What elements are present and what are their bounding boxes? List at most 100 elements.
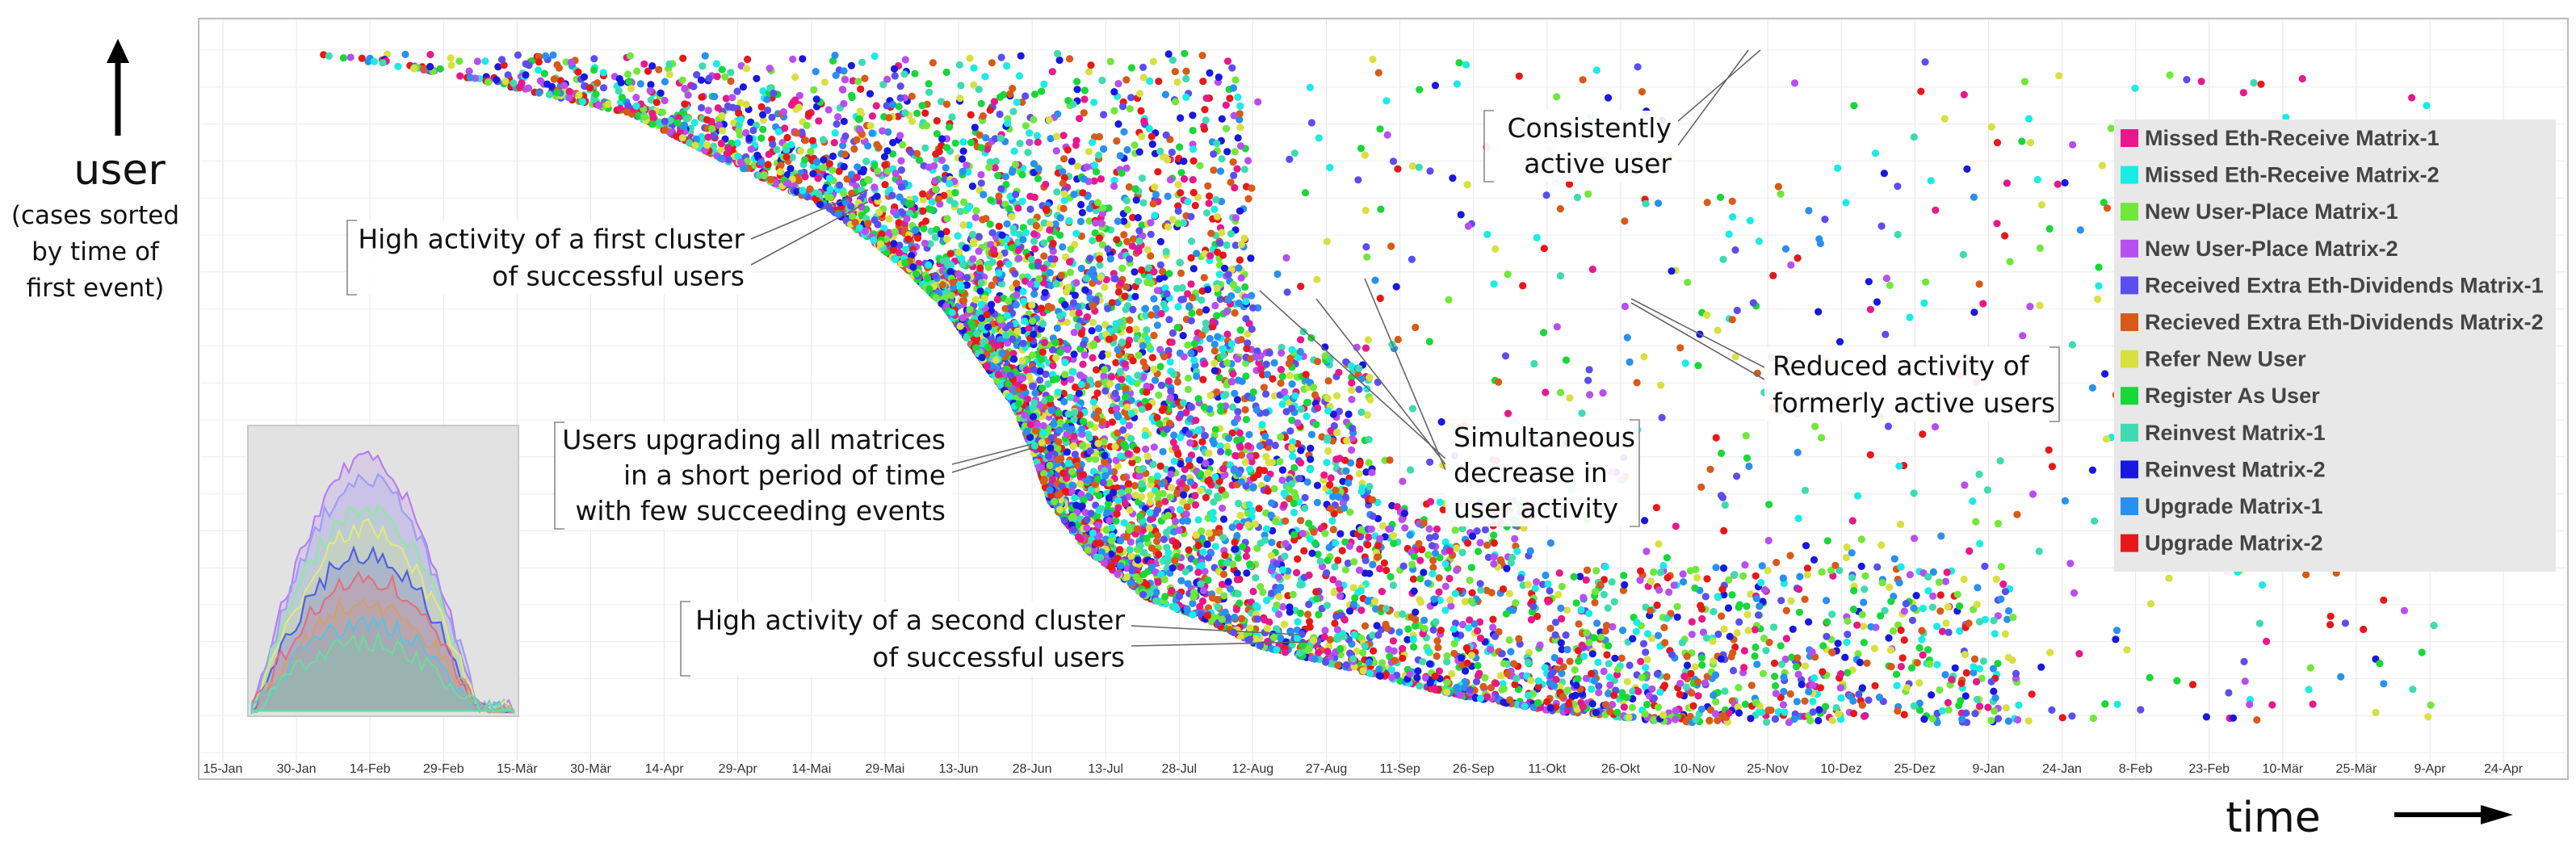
event-dot <box>1143 581 1151 589</box>
event-dot <box>1162 248 1170 256</box>
event-dot <box>1796 572 1804 581</box>
event-dot <box>1389 157 1398 166</box>
event-dot <box>1740 647 1748 655</box>
event-dot <box>2424 713 2432 721</box>
event-dot <box>986 106 994 114</box>
event-dot <box>1721 501 1729 509</box>
event-dot <box>1416 575 1424 583</box>
event-dot <box>1571 666 1579 674</box>
event-dot <box>2001 630 2009 638</box>
event-dot <box>1254 98 1262 106</box>
event-dot <box>2061 178 2069 187</box>
event-dot <box>1126 325 1134 333</box>
event-dot <box>1743 454 1752 462</box>
event-dot <box>991 135 999 143</box>
event-dot <box>1941 577 1949 585</box>
event-dot <box>988 229 996 237</box>
event-dot <box>1348 379 1356 387</box>
event-dot <box>1490 280 1498 288</box>
event-dot <box>1213 312 1221 320</box>
event-dot <box>1209 509 1217 517</box>
event-dot <box>1292 493 1300 501</box>
event-dot <box>1018 197 1026 205</box>
event-dot <box>1242 372 1250 380</box>
event-dot <box>1152 191 1160 199</box>
event-dot <box>1421 673 1430 682</box>
event-dot <box>1022 92 1030 100</box>
event-dot <box>1693 573 1701 582</box>
event-dot <box>1752 572 1760 580</box>
event-dot <box>1236 207 1244 215</box>
event-dot <box>2376 660 2384 668</box>
event-dot <box>1177 169 1185 177</box>
event-dot <box>1445 296 1453 304</box>
event-dot <box>1114 288 1122 296</box>
event-dot <box>1425 525 1433 533</box>
event-dot <box>693 71 701 79</box>
event-dot <box>1142 445 1150 453</box>
event-dot <box>1009 350 1017 358</box>
event-dot <box>1433 637 1441 645</box>
event-dot <box>1196 602 1204 610</box>
event-dot <box>1143 382 1151 390</box>
event-dot <box>1312 588 1320 596</box>
event-dot <box>831 51 839 60</box>
event-dot <box>1854 650 1862 658</box>
event-dot <box>1823 618 1831 626</box>
event-dot <box>1802 542 1810 550</box>
event-dot <box>742 65 751 73</box>
event-dot <box>1575 620 1583 628</box>
event-dot <box>1787 261 1795 269</box>
event-dot <box>1811 422 1819 430</box>
event-dot <box>1073 86 1081 94</box>
event-dot <box>2066 560 2075 568</box>
event-dot <box>1155 391 1163 399</box>
event-dot <box>1251 520 1260 528</box>
event-dot <box>1805 688 1813 696</box>
event-dot <box>1504 270 1512 279</box>
event-dot <box>1168 329 1177 338</box>
event-dot <box>2037 663 2045 671</box>
event-dot <box>1382 566 1391 575</box>
event-dot <box>1192 417 1200 425</box>
event-dot <box>983 145 992 153</box>
event-dot <box>1222 124 1231 132</box>
event-dot <box>1729 648 1737 657</box>
event-dot <box>2003 615 2012 623</box>
event-dot <box>1694 692 1702 700</box>
event-dot <box>1729 666 1738 675</box>
event-dot <box>540 69 548 78</box>
event-dot <box>1435 667 1443 675</box>
event-dot <box>1001 173 1009 181</box>
event-dot <box>1089 237 1097 245</box>
event-dot <box>1919 604 1928 613</box>
event-dot <box>1433 525 1441 533</box>
event-dot <box>724 102 732 111</box>
event-dot <box>1638 88 1647 96</box>
event-dot <box>1220 592 1228 600</box>
event-dot <box>1361 569 1370 577</box>
event-dot <box>1353 647 1361 655</box>
event-dot <box>1269 526 1277 535</box>
event-dot <box>1623 333 1631 342</box>
event-dot <box>1861 585 1869 593</box>
event-dot <box>1096 255 1104 263</box>
event-dot <box>1098 76 1106 85</box>
event-dot <box>1599 389 1607 397</box>
event-dot <box>1920 715 1928 723</box>
event-dot <box>1924 646 1932 654</box>
event-dot <box>2003 179 2011 187</box>
event-dot <box>1936 607 1945 615</box>
event-dot <box>1037 304 1046 312</box>
event-dot <box>1341 566 1349 574</box>
event-dot <box>1092 449 1100 457</box>
event-dot <box>2037 201 2045 209</box>
event-dot <box>1591 598 1599 607</box>
event-dot <box>1314 404 1322 412</box>
event-dot <box>1921 58 1929 66</box>
event-dot <box>1377 205 1385 213</box>
event-dot <box>1435 574 1443 582</box>
event-dot <box>1013 99 1021 107</box>
event-dot <box>1216 295 1224 304</box>
event-dot <box>1981 615 1989 623</box>
